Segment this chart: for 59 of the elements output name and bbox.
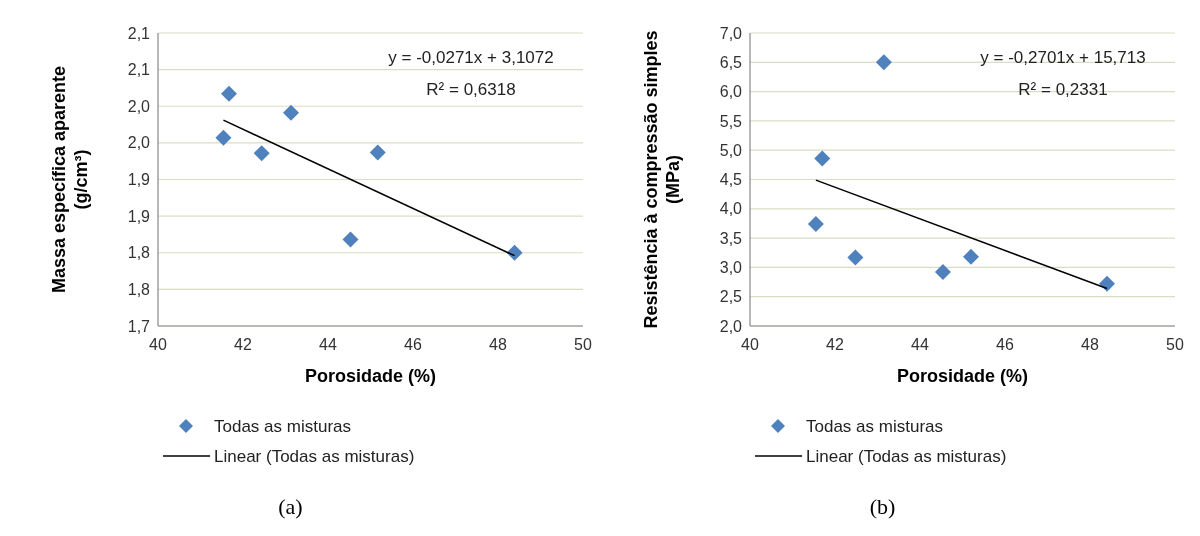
point xyxy=(963,248,979,265)
x-tick-label: 42 xyxy=(826,336,844,353)
legend-label: Linear (Todas as misturas) xyxy=(806,446,1007,466)
x-tick-label: 46 xyxy=(996,336,1014,353)
y-tick-label: 5,5 xyxy=(719,112,743,130)
annotation: y = -0,2701x + 15,713 xyxy=(980,48,1146,67)
annotation: y = -0,0271x + 3,1072 xyxy=(388,48,554,67)
x-tick-label: 40 xyxy=(741,336,759,353)
point xyxy=(342,231,359,248)
y-axis-title: Resistência à compressão simples (MPa) xyxy=(641,30,683,329)
point xyxy=(1099,275,1115,292)
y-tick-label: 1,9 xyxy=(127,171,151,189)
y-tick-label: 6,5 xyxy=(719,53,743,71)
x-tick-label: 44 xyxy=(319,336,337,353)
y-tick-label: 2,0 xyxy=(127,97,151,115)
y-tick-label: 2,1 xyxy=(127,24,151,42)
y-tick-label: 2,0 xyxy=(719,317,743,335)
y-tick-label: 4,5 xyxy=(719,171,743,189)
y-tick-label: 1,7 xyxy=(127,317,151,335)
point xyxy=(220,85,237,102)
point xyxy=(807,216,824,233)
x-axis-title: Porosidade (%) xyxy=(304,366,437,386)
y-tick-label: 1,8 xyxy=(127,244,151,262)
text: (a) xyxy=(278,494,303,519)
legend-label: Todas as misturas xyxy=(214,416,351,436)
y-tick-label: 6,0 xyxy=(719,83,743,101)
point xyxy=(847,249,864,266)
x-tick-label: 46 xyxy=(404,336,422,353)
y-tick-label: 1,8 xyxy=(127,280,151,298)
point xyxy=(215,129,232,146)
point xyxy=(814,150,831,167)
point xyxy=(369,144,386,161)
y-tick-label: 7,0 xyxy=(719,24,743,42)
y-axis-title: Massa específica aparente (g/cm³) xyxy=(49,65,91,294)
x-tick-label: 42 xyxy=(234,336,252,353)
point xyxy=(875,54,892,71)
y-tick-label: 4,0 xyxy=(719,200,743,218)
y-tick-label: 3,0 xyxy=(719,259,743,276)
annotation: R² = 0,6318 xyxy=(426,80,516,99)
y-tick-label: 3,5 xyxy=(719,229,743,247)
x-tick-label: 44 xyxy=(911,336,929,353)
point xyxy=(253,145,270,162)
annotation: R² = 0,2331 xyxy=(1018,80,1108,99)
text: (b) xyxy=(869,494,896,519)
legend-label: Linear (Todas as misturas) xyxy=(214,446,415,466)
x-tick-label: 48 xyxy=(1081,336,1099,353)
y-tick-label: 1,9 xyxy=(127,207,151,225)
x-tick-label: 48 xyxy=(489,336,507,353)
x-axis-title: Porosidade (%) xyxy=(896,366,1029,386)
x-tick-label: 40 xyxy=(149,336,167,353)
legend-label: Todas as misturas xyxy=(806,416,943,436)
point xyxy=(283,104,300,121)
y-tick-label: 5,0 xyxy=(719,141,743,159)
x-tick-label: 50 xyxy=(1166,336,1184,353)
y-tick-label: 2,0 xyxy=(127,134,151,152)
point xyxy=(934,264,951,281)
y-tick-label: 2,1 xyxy=(127,61,151,79)
y-tick-label: 2,5 xyxy=(719,288,743,306)
x-tick-label: 50 xyxy=(574,336,592,353)
